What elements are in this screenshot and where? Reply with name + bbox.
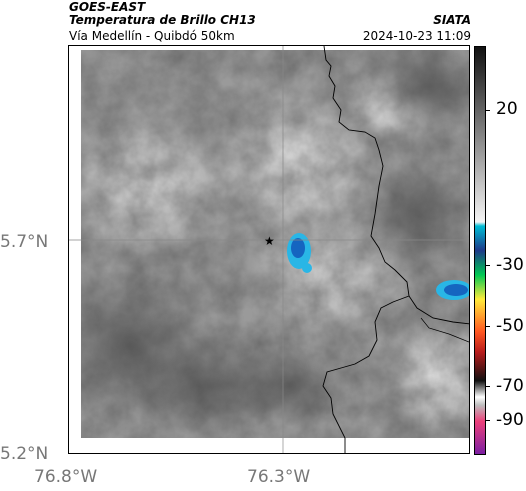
colorbar-label-minus50: -50 <box>496 316 524 336</box>
department-border-east <box>408 295 469 325</box>
department-border <box>322 46 410 453</box>
lon-label-2: 76.3°W <box>247 467 311 487</box>
lat-label-2: 5.2°N <box>0 444 49 464</box>
colorbar-label-minus30: -30 <box>496 255 524 275</box>
location-star-icon: ★ <box>264 234 275 248</box>
colorbar-label-minus70: -70 <box>496 376 524 396</box>
datetime-label: 2024-10-23 11:09 <box>362 29 471 43</box>
map-canvas: ★ <box>69 46 469 453</box>
colorbar-label-20: 20 <box>496 99 518 119</box>
lon-label-1: 76.8°W <box>34 467 98 487</box>
product-title: Temperatura de Brillo CH13 <box>69 13 256 27</box>
organization-label: SIATA <box>433 13 471 27</box>
colorbar <box>474 46 486 455</box>
region-subtitle: Vía Medellín - Quibdó 50km <box>69 29 235 43</box>
satellite-title: GOES-EAST <box>69 0 146 14</box>
colorbar-label-minus90: -90 <box>496 410 524 430</box>
lat-label-1: 5.7°N <box>0 232 49 252</box>
satellite-map[interactable]: ★ <box>68 45 470 454</box>
